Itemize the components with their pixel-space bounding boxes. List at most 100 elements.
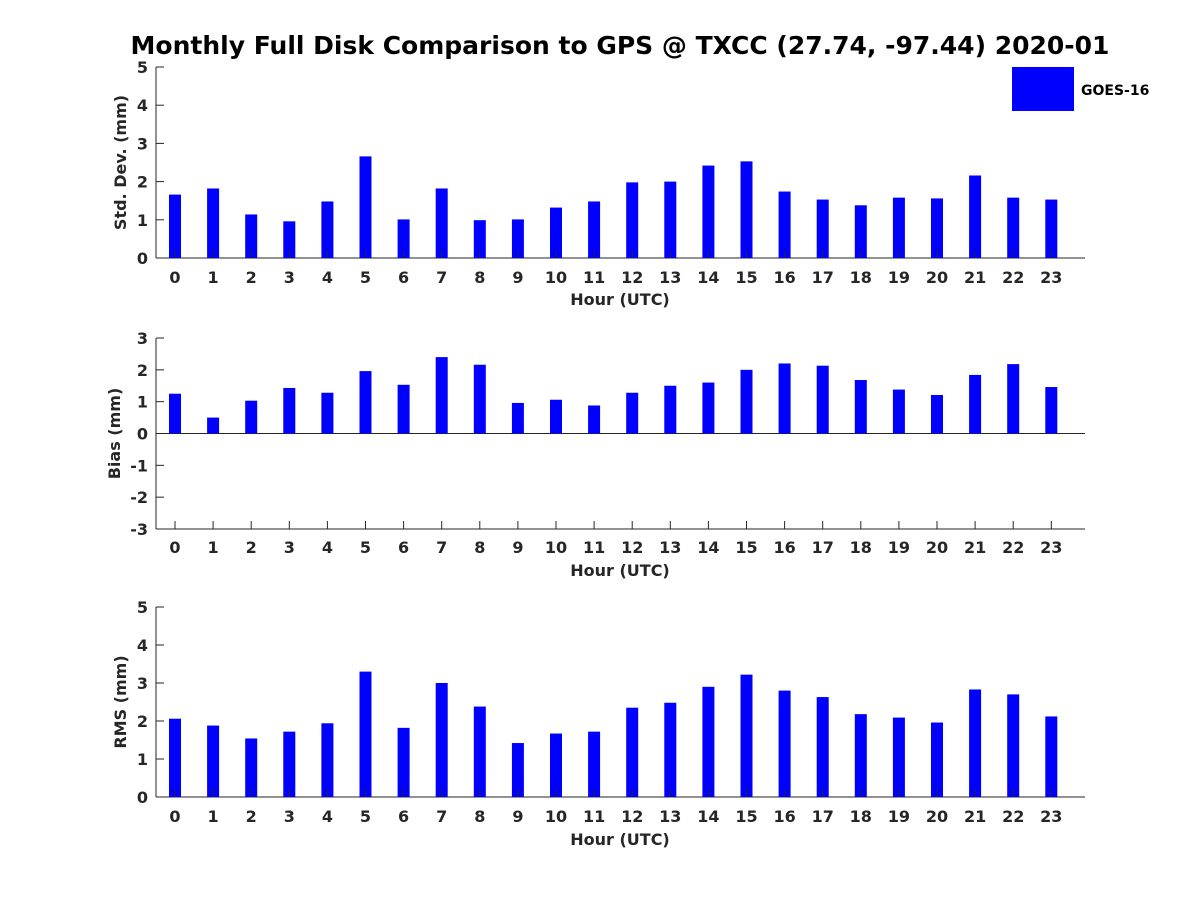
x-tick-label: 23 (1040, 807, 1062, 826)
x-tick-label: 20 (926, 807, 948, 826)
y-tick-label: -1 (130, 456, 148, 475)
bar-hour-2 (245, 738, 258, 797)
bar-hour-5 (359, 156, 372, 258)
bar-hour-1 (207, 725, 220, 797)
x-tick-label: 3 (284, 268, 295, 287)
bar-hour-19 (892, 389, 905, 434)
bar-hour-3 (283, 387, 296, 434)
bar-hour-21 (969, 374, 982, 434)
bar-hour-17 (816, 365, 829, 434)
x-tick-label: 17 (812, 268, 834, 287)
x-tick-label: 4 (322, 538, 333, 557)
bar-hour-22 (1007, 364, 1020, 434)
y-tick-label: 0 (137, 425, 148, 444)
x-tick-label: 8 (474, 807, 485, 826)
bar-hour-10 (550, 733, 562, 797)
x-tick-label: 1 (208, 807, 219, 826)
x-tick-label: 18 (850, 268, 872, 287)
bar-hour-7 (435, 188, 448, 258)
x-tick-label: 4 (322, 807, 333, 826)
y-tick-label: 1 (137, 750, 148, 769)
bar-hour-18 (854, 714, 867, 797)
y-tick-label: 0 (137, 788, 148, 807)
y-tick-label: 3 (137, 674, 148, 693)
x-tick-label: 16 (773, 268, 795, 287)
y-tick-label: -2 (130, 488, 148, 507)
bar-hour-16 (778, 363, 791, 434)
x-tick-label: 11 (583, 268, 605, 287)
x-tick-label: 2 (246, 538, 257, 557)
x-tick-label: 9 (512, 268, 523, 287)
y-tick-label: 3 (137, 134, 148, 153)
bar-hour-23 (1045, 716, 1058, 797)
x-tick-label: 8 (474, 268, 485, 287)
x-tick-label: 19 (888, 807, 910, 826)
bar-hour-18 (854, 380, 867, 434)
y-tick-label: 2 (137, 712, 148, 731)
x-tick-label: 11 (583, 807, 605, 826)
bar-hour-20 (931, 394, 943, 434)
bar-hour-23 (1045, 199, 1058, 258)
y-tick-label: 4 (137, 96, 148, 115)
bar-hour-0 (169, 393, 181, 434)
legend-label: GOES-16 (1081, 83, 1149, 99)
bar-hour-1 (207, 188, 220, 258)
bar-hour-21 (969, 175, 982, 258)
bar-hour-17 (816, 199, 829, 258)
bar-hour-20 (931, 198, 943, 258)
x-tick-label: 22 (1002, 538, 1024, 557)
y-axis-label: RMS (mm) (111, 655, 130, 748)
bar-hour-13 (664, 181, 677, 258)
x-tick-label: 0 (169, 538, 180, 557)
x-tick-label: 10 (545, 807, 567, 826)
x-tick-label: 17 (812, 538, 834, 557)
x-tick-label: 17 (812, 807, 834, 826)
bar-hour-11 (588, 731, 601, 797)
x-tick-label: 10 (545, 268, 567, 287)
bar-hour-5 (359, 671, 372, 797)
bar-hour-22 (1007, 197, 1020, 258)
x-tick-label: 23 (1040, 538, 1062, 557)
x-tick-label: 20 (926, 538, 948, 557)
bar-hour-4 (321, 201, 334, 258)
bar-hour-7 (435, 683, 448, 797)
bar-hour-14 (702, 686, 715, 797)
x-axis-label: Hour (UTC) (570, 561, 670, 580)
legend-swatch (1012, 67, 1074, 111)
x-tick-label: 2 (246, 268, 257, 287)
x-tick-label: 7 (436, 268, 447, 287)
bar-hour-12 (626, 182, 639, 258)
x-tick-label: 23 (1040, 268, 1062, 287)
x-tick-label: 3 (284, 538, 295, 557)
y-tick-label: 2 (137, 361, 148, 380)
bar-hour-3 (283, 221, 296, 258)
bar-hour-14 (702, 382, 715, 434)
y-tick-label: 1 (137, 393, 148, 412)
bar-hour-13 (664, 385, 677, 434)
y-tick-label: 0 (137, 249, 148, 268)
x-tick-label: 7 (436, 807, 447, 826)
x-axis-label: Hour (UTC) (570, 290, 670, 309)
bar-hour-11 (588, 405, 601, 434)
bar-hour-2 (245, 400, 258, 434)
y-tick-label: 4 (137, 636, 148, 655)
bar-hour-20 (931, 722, 943, 797)
bar-hour-5 (359, 371, 372, 434)
y-tick-label: 1 (137, 211, 148, 230)
bar-hour-17 (816, 697, 829, 797)
bar-hour-9 (511, 402, 524, 434)
x-tick-label: 5 (360, 268, 371, 287)
bar-hour-10 (550, 399, 562, 434)
x-tick-label: 1 (208, 268, 219, 287)
bar-hour-2 (245, 214, 258, 258)
x-tick-label: 12 (621, 807, 643, 826)
bar-hour-19 (892, 717, 905, 797)
x-tick-label: 0 (169, 807, 180, 826)
bar-hour-4 (321, 723, 334, 797)
x-tick-label: 22 (1002, 807, 1024, 826)
x-tick-label: 14 (697, 538, 719, 557)
x-axis-label: Hour (UTC) (570, 830, 670, 849)
